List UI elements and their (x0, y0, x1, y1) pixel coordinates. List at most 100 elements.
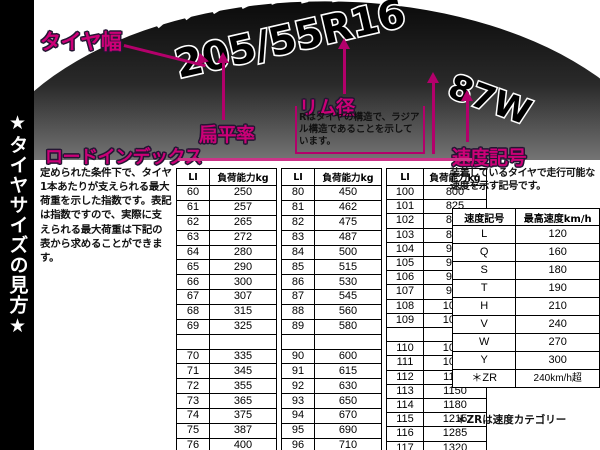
table-row: 95 690 (281, 422, 382, 439)
cell-li: 113 (386, 383, 424, 400)
cell-max-speed: 300 (515, 351, 600, 370)
table-row: 93 650 (281, 393, 382, 410)
cell-load-kg: 400 (209, 437, 277, 450)
cell-li: 66 (176, 274, 210, 291)
table-row: 84 500 (281, 244, 382, 261)
cell-max-speed: 270 (515, 333, 600, 352)
cell-load-kg: 615 (314, 363, 382, 380)
table-row: 89 580 (281, 318, 382, 335)
callout-rim-diameter: リム径 (299, 97, 355, 119)
table-row: 116 1285 (386, 426, 487, 442)
cell-li: 61 (176, 199, 210, 216)
cell-li: 63 (176, 229, 210, 246)
cell-speed-symbol: H (451, 297, 517, 316)
cell-load-kg: 315 (209, 304, 277, 320)
cell-li: 116 (386, 426, 424, 442)
table-row: 63 272 (176, 229, 277, 246)
cell-li: 82 (281, 214, 315, 231)
th-max-speed: 最高速度km/h (515, 208, 600, 226)
cell-li: 96 (281, 437, 315, 450)
cell-li: 87 (281, 289, 315, 305)
cell-li: 85 (281, 259, 315, 276)
cell-load-kg: 475 (314, 214, 382, 231)
tire-arc-graphic: 205/55R16 87W (34, 0, 600, 160)
th-speed-symbol: 速度記号 (451, 208, 517, 226)
table-row: 75 387 (176, 422, 277, 439)
cell-li: 80 (281, 185, 315, 201)
connector-rim (343, 48, 346, 94)
cell-load-kg: 365 (209, 393, 277, 410)
arrowhead-aspect (217, 52, 229, 63)
cell-max-speed: 240 (515, 315, 600, 334)
cell-li: 112 (386, 369, 424, 385)
table-row: W 270 (451, 333, 600, 352)
table-row: 114 1180 (386, 398, 487, 414)
table-row: L 120 (451, 225, 600, 244)
table-row: 88 560 (281, 304, 382, 320)
cell-li: 70 (176, 348, 210, 365)
cell-max-speed: 240km/h超 (515, 369, 600, 388)
cell-speed-symbol: Q (451, 243, 517, 262)
cell-speed-symbol: V (451, 315, 517, 334)
cell-li: 109 (386, 312, 424, 329)
cell-li: 110 (386, 341, 424, 357)
table-row: H 210 (451, 297, 600, 316)
load-index-description: 定められた条件下で、タイヤ1本あたりが支えられる最大荷重を示した指数です。表記は… (40, 167, 172, 264)
table-row: 94 670 (281, 408, 382, 424)
th-li-1: LI (176, 168, 210, 186)
table-row: 67 307 (176, 289, 277, 305)
table-row: 100 800 (386, 184, 487, 201)
table-row: 113 1150 (386, 383, 487, 400)
table-row: 76 400 (176, 437, 277, 450)
cell-load-kg: 265 (209, 214, 277, 231)
table-row: 83 487 (281, 229, 382, 246)
table-row: 74 375 (176, 408, 277, 424)
cell-speed-symbol: L (451, 225, 517, 244)
cell-max-speed: 160 (515, 243, 600, 262)
cell-li: 74 (176, 408, 210, 424)
table-row: T 190 (451, 279, 600, 298)
load-index-heading-rule (178, 158, 472, 161)
table-row: 71 345 (176, 363, 277, 380)
cell-load-kg: 280 (209, 244, 277, 261)
table-row: 96 710 (281, 437, 382, 450)
table-gap-row (176, 333, 277, 350)
arrowhead-rim (338, 38, 350, 49)
cell-li: 73 (176, 393, 210, 410)
side-banner: ★タイヤサイズの見方★ (0, 0, 34, 450)
cell-load-kg: 462 (314, 199, 382, 216)
cell-li: 83 (281, 229, 315, 246)
cell-load-kg: 325 (209, 318, 277, 335)
table-row: 70 335 (176, 348, 277, 365)
cell-load-kg: 300 (209, 274, 277, 291)
callout-aspect-ratio: 扁平率 (199, 124, 255, 146)
table-row: 82 475 (281, 214, 382, 231)
cell-li: 107 (386, 284, 424, 300)
table-row: 117 1320 (386, 440, 487, 450)
cell-max-speed: 180 (515, 261, 600, 280)
cell-speed-symbol: T (451, 279, 517, 298)
cell-li: 71 (176, 363, 210, 380)
cell-load-kg: 630 (314, 378, 382, 395)
cell-load-kg: 335 (209, 348, 277, 365)
cell-speed-symbol: W (451, 333, 517, 352)
table-row: 92 630 (281, 378, 382, 395)
cell-speed-symbol: ＊ZR (451, 369, 517, 388)
arrowhead-load-index-code (427, 72, 439, 83)
connector-load-index-code (432, 82, 435, 154)
cell-load-kg: 355 (209, 378, 277, 395)
cell-li: 104 (386, 241, 424, 258)
cell-li: 62 (176, 214, 210, 231)
cell-load-kg: 257 (209, 199, 277, 216)
cell-li: 100 (386, 184, 424, 201)
speed-symbol-table: 速度記号 最高速度km/h L 120 Q 160 S 180 T 190 H 210 V 240 W 2… (451, 208, 600, 388)
rim-desc-bracket-bottom (295, 152, 425, 154)
cell-load-kg: 1180 (423, 398, 487, 414)
th-li-2: LI (281, 168, 315, 186)
cell-li: 108 (386, 298, 424, 314)
cell-li: 92 (281, 378, 315, 395)
side-banner-title: ★タイヤサイズの見方★ (6, 112, 29, 338)
cell-load-kg: 272 (209, 229, 277, 246)
connector-speed-symbol (466, 100, 469, 142)
